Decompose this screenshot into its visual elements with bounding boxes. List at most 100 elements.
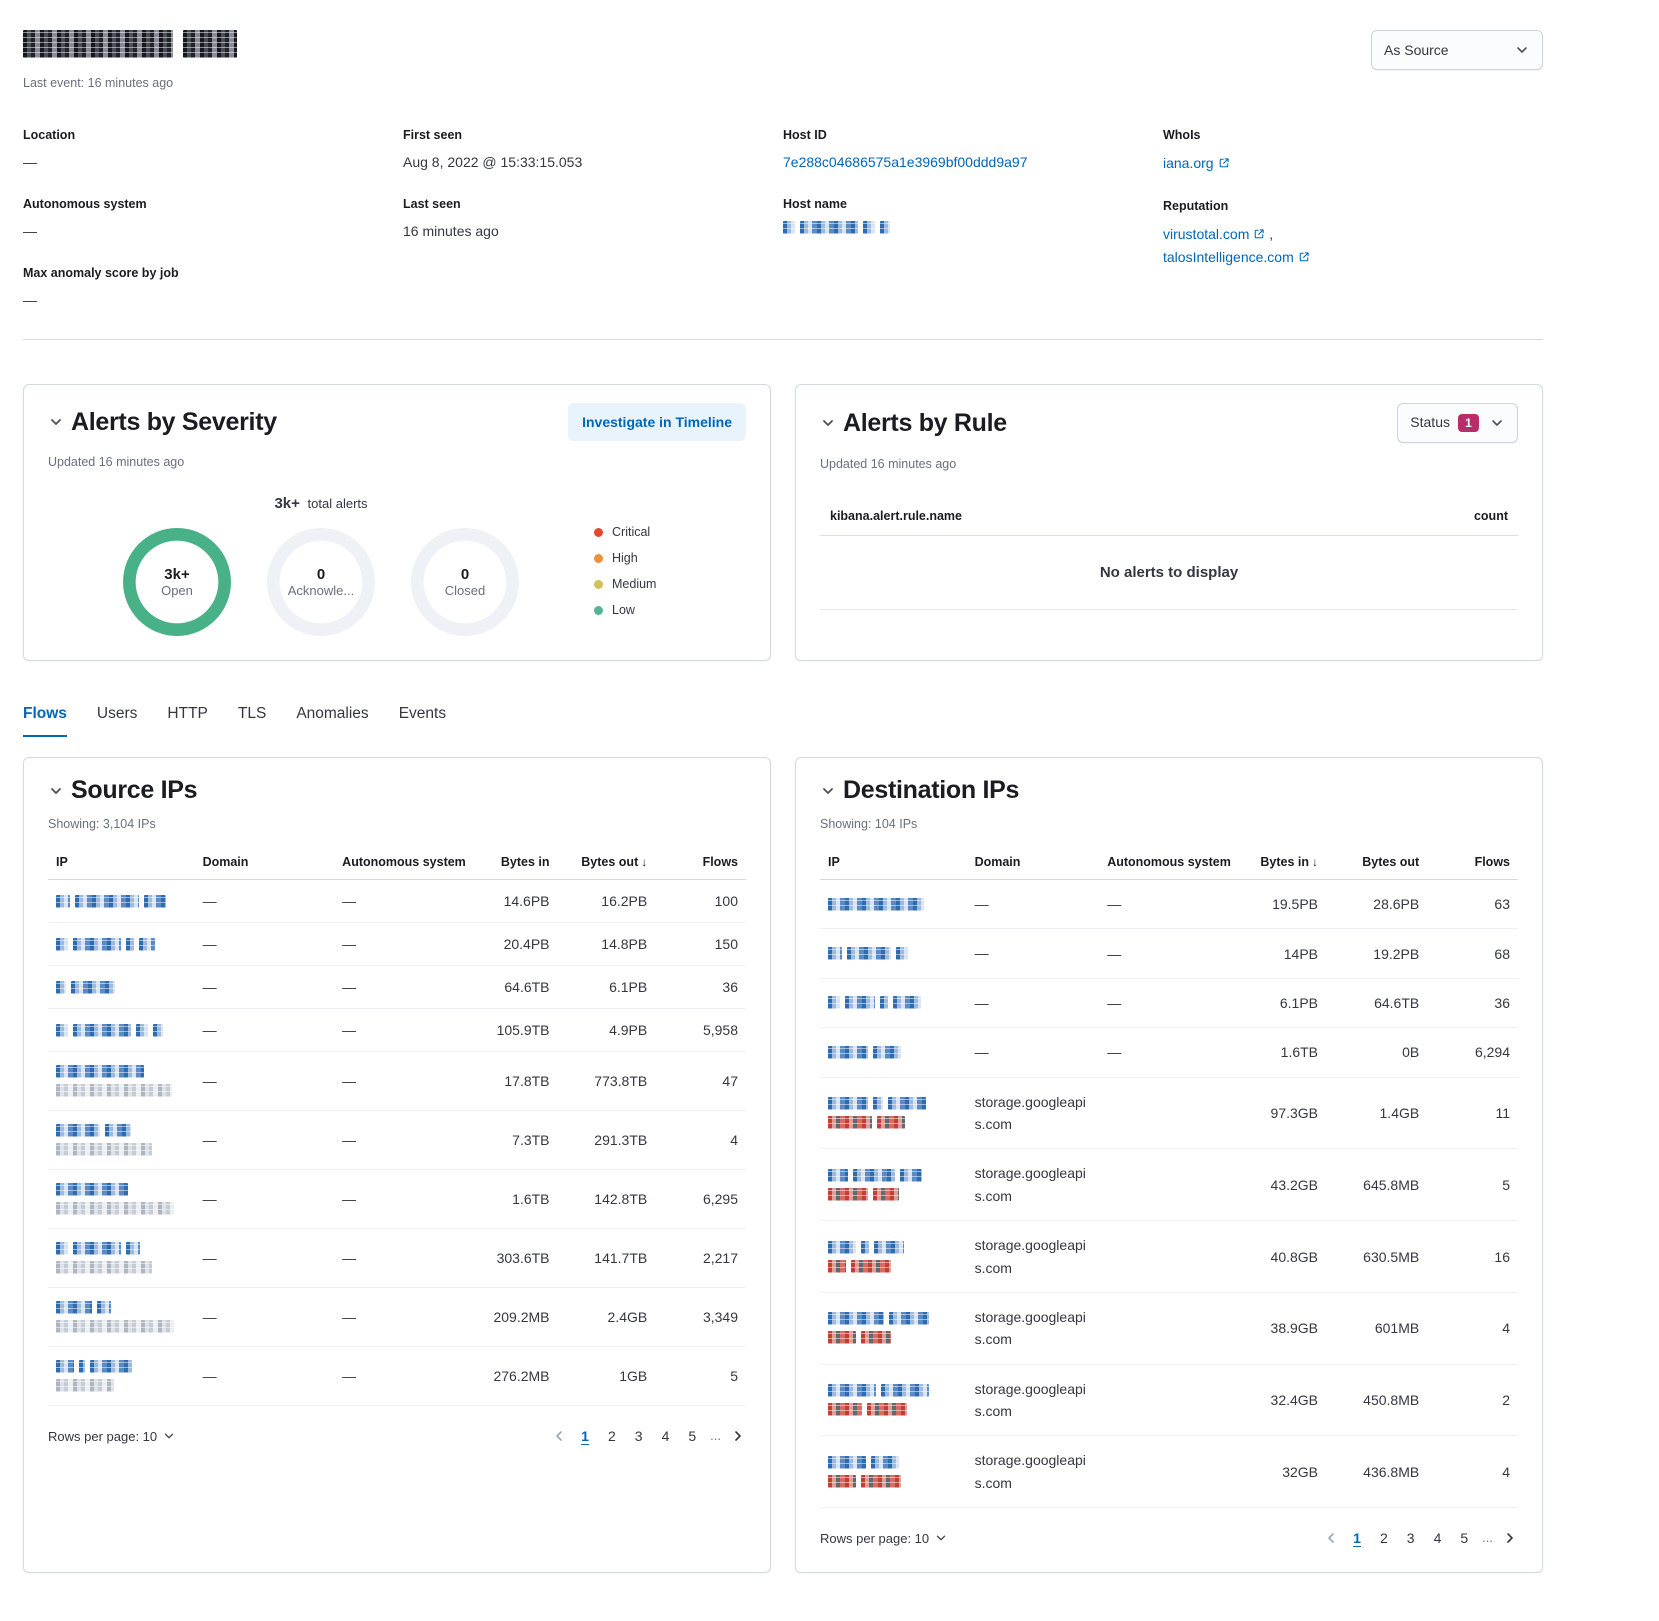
ip-tables-row: Source IPs Showing: 3,104 IPs IP Domain Au… (23, 757, 1543, 1574)
flows-cell: 4 (655, 1110, 746, 1170)
redacted-pixels (56, 894, 70, 908)
redacted-pixels (153, 1023, 163, 1037)
page-number-3[interactable]: 3 (634, 1428, 643, 1444)
investigate-in-timeline-button[interactable]: Investigate in Timeline (568, 403, 746, 441)
next-page-icon[interactable] (730, 1428, 746, 1444)
column-header-domain[interactable]: Domain (966, 847, 1100, 880)
source-ip-link-redacted[interactable] (56, 1023, 187, 1037)
severity-donut-open[interactable]: 3k+ Open (123, 528, 231, 636)
column-header-bytes-in[interactable]: Bytes in (473, 847, 558, 880)
column-header-autonomous-system[interactable]: Autonomous system (334, 847, 474, 880)
flows-cell: 11 (1427, 1077, 1518, 1150)
legend-item-high: High (594, 551, 746, 565)
host-id-link[interactable]: 7e288c04686575a1e3969bf00ddd9a97 (783, 154, 1028, 170)
source-ip-link-redacted[interactable] (56, 1301, 187, 1314)
tab-flows[interactable]: Flows (23, 705, 67, 737)
table-row: storage.googleapis.com 38.9GB 601MB 4 (820, 1292, 1518, 1365)
source-ip-link-redacted[interactable] (56, 1124, 187, 1137)
collapse-chevron-icon[interactable] (48, 414, 64, 430)
redacted-pixels (873, 1187, 899, 1201)
redacted-pixels (126, 1242, 140, 1255)
destination-ip-link-redacted[interactable] (828, 1312, 959, 1326)
overview-field: First seen Aug 8, 2022 @ 15:33:15.053 (403, 128, 783, 173)
tab-anomalies[interactable]: Anomalies (296, 705, 369, 722)
external-link[interactable]: virustotal.com (1163, 226, 1265, 242)
next-page-icon[interactable] (1502, 1530, 1518, 1546)
redacted-pixels (896, 947, 908, 961)
legend-label: Critical (612, 525, 651, 539)
page-number-1[interactable]: 1 (581, 1428, 589, 1444)
source-ips-title: Source IPs (71, 776, 198, 804)
page-number-3[interactable]: 3 (1406, 1530, 1415, 1547)
previous-page-icon[interactable] (1323, 1530, 1339, 1546)
severity-donut-acknowle[interactable]: 0 Acknowle... (267, 528, 375, 636)
column-header-bytes-in[interactable]: Bytes in ↓ (1231, 847, 1327, 880)
source-ip-link-redacted[interactable] (56, 894, 187, 908)
previous-page-icon[interactable] (551, 1428, 567, 1444)
source-ip-link-redacted[interactable] (56, 1183, 187, 1196)
source-ip-link-redacted[interactable] (56, 1065, 187, 1078)
as-source-select[interactable]: As Source (1371, 30, 1543, 70)
flows-cell: 150 (655, 922, 746, 966)
page-number-1[interactable]: 1 (1353, 1530, 1361, 1547)
field-label: Reputation (1163, 199, 1229, 214)
column-header-autonomous-system[interactable]: Autonomous system (1099, 847, 1232, 880)
destination-ip-link-redacted[interactable] (828, 897, 959, 911)
overview-field: Host ID 7e288c04686575a1e3969bf00ddd9a97 (783, 128, 1163, 173)
destination-ip-link-redacted[interactable] (828, 1240, 959, 1254)
collapse-chevron-icon[interactable] (820, 415, 836, 431)
page-number-4[interactable]: 4 (661, 1428, 670, 1444)
external-link[interactable]: iana.org (1163, 155, 1230, 171)
page-number-5[interactable]: 5 (1460, 1530, 1469, 1547)
tab-tls[interactable]: TLS (237, 705, 267, 722)
column-header-flows[interactable]: Flows (1427, 847, 1518, 880)
external-link[interactable]: talosIntelligence.com (1163, 249, 1310, 265)
page-number-2[interactable]: 2 (1379, 1530, 1388, 1547)
host-title-redacted (23, 30, 237, 58)
tab-events[interactable]: Events (398, 705, 447, 722)
column-header-flows[interactable]: Flows (655, 847, 746, 880)
destination-ip-link-redacted[interactable] (828, 1168, 959, 1182)
flows-cell: 5 (655, 1346, 746, 1406)
destination-ip-link-redacted[interactable] (828, 947, 959, 961)
source-ip-link-redacted[interactable] (56, 1242, 187, 1255)
collapse-chevron-icon[interactable] (48, 783, 64, 799)
destination-ip-link-redacted[interactable] (828, 1096, 959, 1110)
autonomous-system-cell: — (334, 1169, 474, 1229)
destination-ip-link-redacted[interactable] (828, 1455, 959, 1469)
column-header-bytes-out[interactable]: Bytes out (1326, 847, 1428, 880)
column-header-domain[interactable]: Domain (194, 847, 335, 880)
redacted-pixels (880, 221, 890, 234)
page-number-4[interactable]: 4 (1433, 1530, 1442, 1547)
column-header-ip[interactable]: IP (48, 847, 195, 880)
bytes-in-cell: 1.6TB (1231, 1027, 1327, 1078)
destination-ip-link-redacted[interactable] (828, 996, 959, 1010)
bytes-out-cell: 2.4GB (557, 1287, 656, 1347)
destination-ip-link-redacted[interactable] (828, 1384, 959, 1398)
domain-cell: storage.googleapis.com (966, 1220, 1100, 1293)
collapse-chevron-icon[interactable] (820, 783, 836, 799)
source-ip-link-redacted[interactable] (56, 1360, 187, 1373)
rows-per-page-select[interactable]: Rows per page: 10 (820, 1531, 948, 1546)
status-filter-select[interactable]: Status 1 (1397, 403, 1518, 443)
page-number-2[interactable]: 2 (607, 1428, 616, 1444)
ip-cell (48, 965, 195, 1009)
destination-ip-link-redacted[interactable] (828, 1045, 959, 1059)
column-header-bytes-out[interactable]: Bytes out ↓ (557, 847, 656, 880)
donut-label: Closed (444, 583, 486, 598)
rows-per-page-select[interactable]: Rows per page: 10 (48, 1429, 176, 1444)
host-name-redacted (828, 1403, 959, 1417)
source-ip-link-redacted[interactable] (56, 980, 187, 994)
column-header-ip[interactable]: IP (820, 847, 967, 880)
source-ip-link-redacted[interactable] (56, 937, 187, 951)
status-filter-content: Status 1 (1410, 414, 1479, 432)
domain-cell: — (194, 1169, 335, 1229)
redacted-pixels (56, 1379, 114, 1392)
tab-http[interactable]: HTTP (167, 705, 208, 722)
severity-donut-closed[interactable]: 0 Closed (411, 528, 519, 636)
ip-cell (48, 1110, 195, 1170)
page-number-5[interactable]: 5 (688, 1428, 697, 1444)
ip-cell (820, 1027, 967, 1078)
destination-ips-pagination: 1 2 3 4 5... (1323, 1528, 1518, 1548)
tab-users[interactable]: Users (96, 705, 138, 722)
